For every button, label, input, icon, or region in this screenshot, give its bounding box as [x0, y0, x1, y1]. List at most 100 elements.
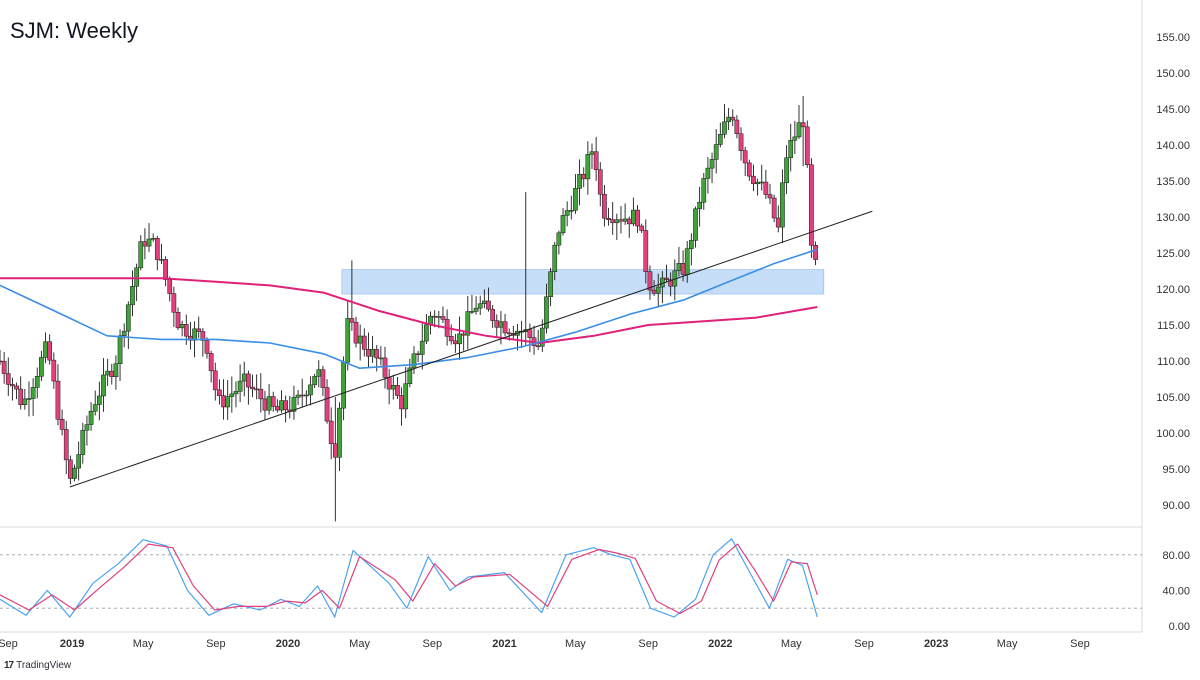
candle-down [163, 259, 168, 280]
candle-up [676, 263, 682, 272]
candle-down [366, 349, 371, 357]
candle-down [386, 377, 392, 390]
stochastic-layer [0, 538, 1142, 618]
candle-down [361, 335, 367, 350]
candle-up [341, 361, 346, 409]
candle-down [324, 387, 330, 422]
candle-up [390, 384, 396, 390]
candle-down [647, 271, 653, 291]
candle-up [788, 140, 794, 159]
time-tick-label: 2019 [60, 638, 84, 650]
candle-down [217, 389, 222, 396]
candle-down [643, 230, 649, 272]
candle-down [374, 349, 380, 359]
candle-up [146, 238, 152, 247]
price-tick-label: 115.00 [1157, 320, 1190, 332]
time-tick-label: Sep [0, 638, 18, 650]
candle-up [370, 349, 375, 357]
candle-up [121, 330, 127, 336]
candle-down [283, 400, 288, 411]
candle-up [477, 303, 483, 309]
candle-up [552, 244, 558, 272]
tradingview-logo-icon: 17 [4, 660, 14, 671]
support-zone-layer [341, 269, 825, 295]
time-tick-label: 2021 [492, 638, 516, 650]
brand-name: TradingView [16, 660, 72, 671]
candle-up [482, 300, 487, 304]
candle-down [1, 360, 7, 374]
candle-down [18, 388, 24, 405]
candle-down [502, 321, 508, 334]
candle-down [250, 386, 255, 390]
candle-down [270, 396, 276, 407]
tradingview-brand[interactable]: 17 TradingView [4, 660, 71, 671]
candle-down [593, 151, 599, 170]
price-tick-label: 155.00 [1156, 32, 1190, 44]
candle-up [573, 188, 578, 211]
candle-up [76, 454, 82, 469]
candle-up [568, 210, 574, 212]
candle-down [606, 218, 611, 220]
candle-up [30, 387, 36, 399]
candle-down [453, 340, 458, 345]
candle-up [316, 369, 322, 377]
time-tick-label: 2022 [708, 638, 732, 650]
candle-up [689, 240, 694, 249]
price-tick-label: 145.00 [1156, 104, 1190, 116]
candle-up [560, 215, 566, 234]
candle-down [196, 328, 202, 332]
candle-down [10, 384, 15, 387]
candle-down [651, 289, 657, 294]
candle-down [275, 406, 280, 411]
candle-up [84, 424, 90, 431]
price-tick-label: 150.00 [1156, 68, 1190, 80]
candle-down [494, 320, 500, 328]
candle-up [192, 328, 197, 341]
candle-down [299, 394, 305, 397]
time-axis[interactable]: Sep 2019 May Sep 2020 May Sep 2021 May Sep 2022 May… [0, 638, 1090, 650]
candle-up [589, 151, 595, 155]
candle-up [585, 154, 591, 180]
candle-down [813, 244, 818, 260]
candle-up [755, 181, 760, 185]
candle-down [809, 164, 814, 246]
candle-down [461, 333, 467, 336]
price-tick-label: 120.00 [1156, 284, 1190, 296]
time-tick-label: 2023 [924, 638, 948, 650]
candle-up [295, 394, 301, 398]
candle-down [432, 315, 438, 318]
candle-up [179, 324, 185, 329]
candle-up [539, 327, 545, 347]
candle-down [626, 218, 632, 225]
trendline-layer [69, 210, 873, 488]
candle-up [134, 267, 139, 287]
candle-down [440, 316, 446, 320]
candle-up [469, 311, 475, 313]
candle-up [72, 467, 77, 479]
candle-up [34, 376, 40, 388]
candle-up [548, 271, 553, 298]
candle-down [47, 341, 53, 361]
candle-up [150, 237, 156, 240]
candle-down [200, 331, 206, 341]
candle-up [237, 380, 243, 392]
chart-title: SJM: Weekly [10, 18, 138, 43]
time-tick-label: Sep [423, 638, 443, 650]
candle-up [266, 396, 272, 411]
candle-down [68, 459, 73, 479]
candle-up [92, 404, 98, 412]
candle-down [246, 373, 251, 388]
candle-up [39, 357, 44, 377]
candle-up [22, 398, 28, 405]
time-tick-label: May [349, 638, 370, 650]
price-tick-label: 140.00 [1156, 140, 1190, 152]
candle-down [395, 384, 400, 396]
price-axis[interactable]: 90.00 95.00 100.00 105.00 110.00 115.00 120.00… [1156, 32, 1190, 633]
candle-up [684, 248, 690, 275]
candle-up [312, 376, 317, 386]
candle-down [767, 194, 773, 199]
candle-down [183, 324, 189, 337]
time-tick-label: May [781, 638, 802, 650]
